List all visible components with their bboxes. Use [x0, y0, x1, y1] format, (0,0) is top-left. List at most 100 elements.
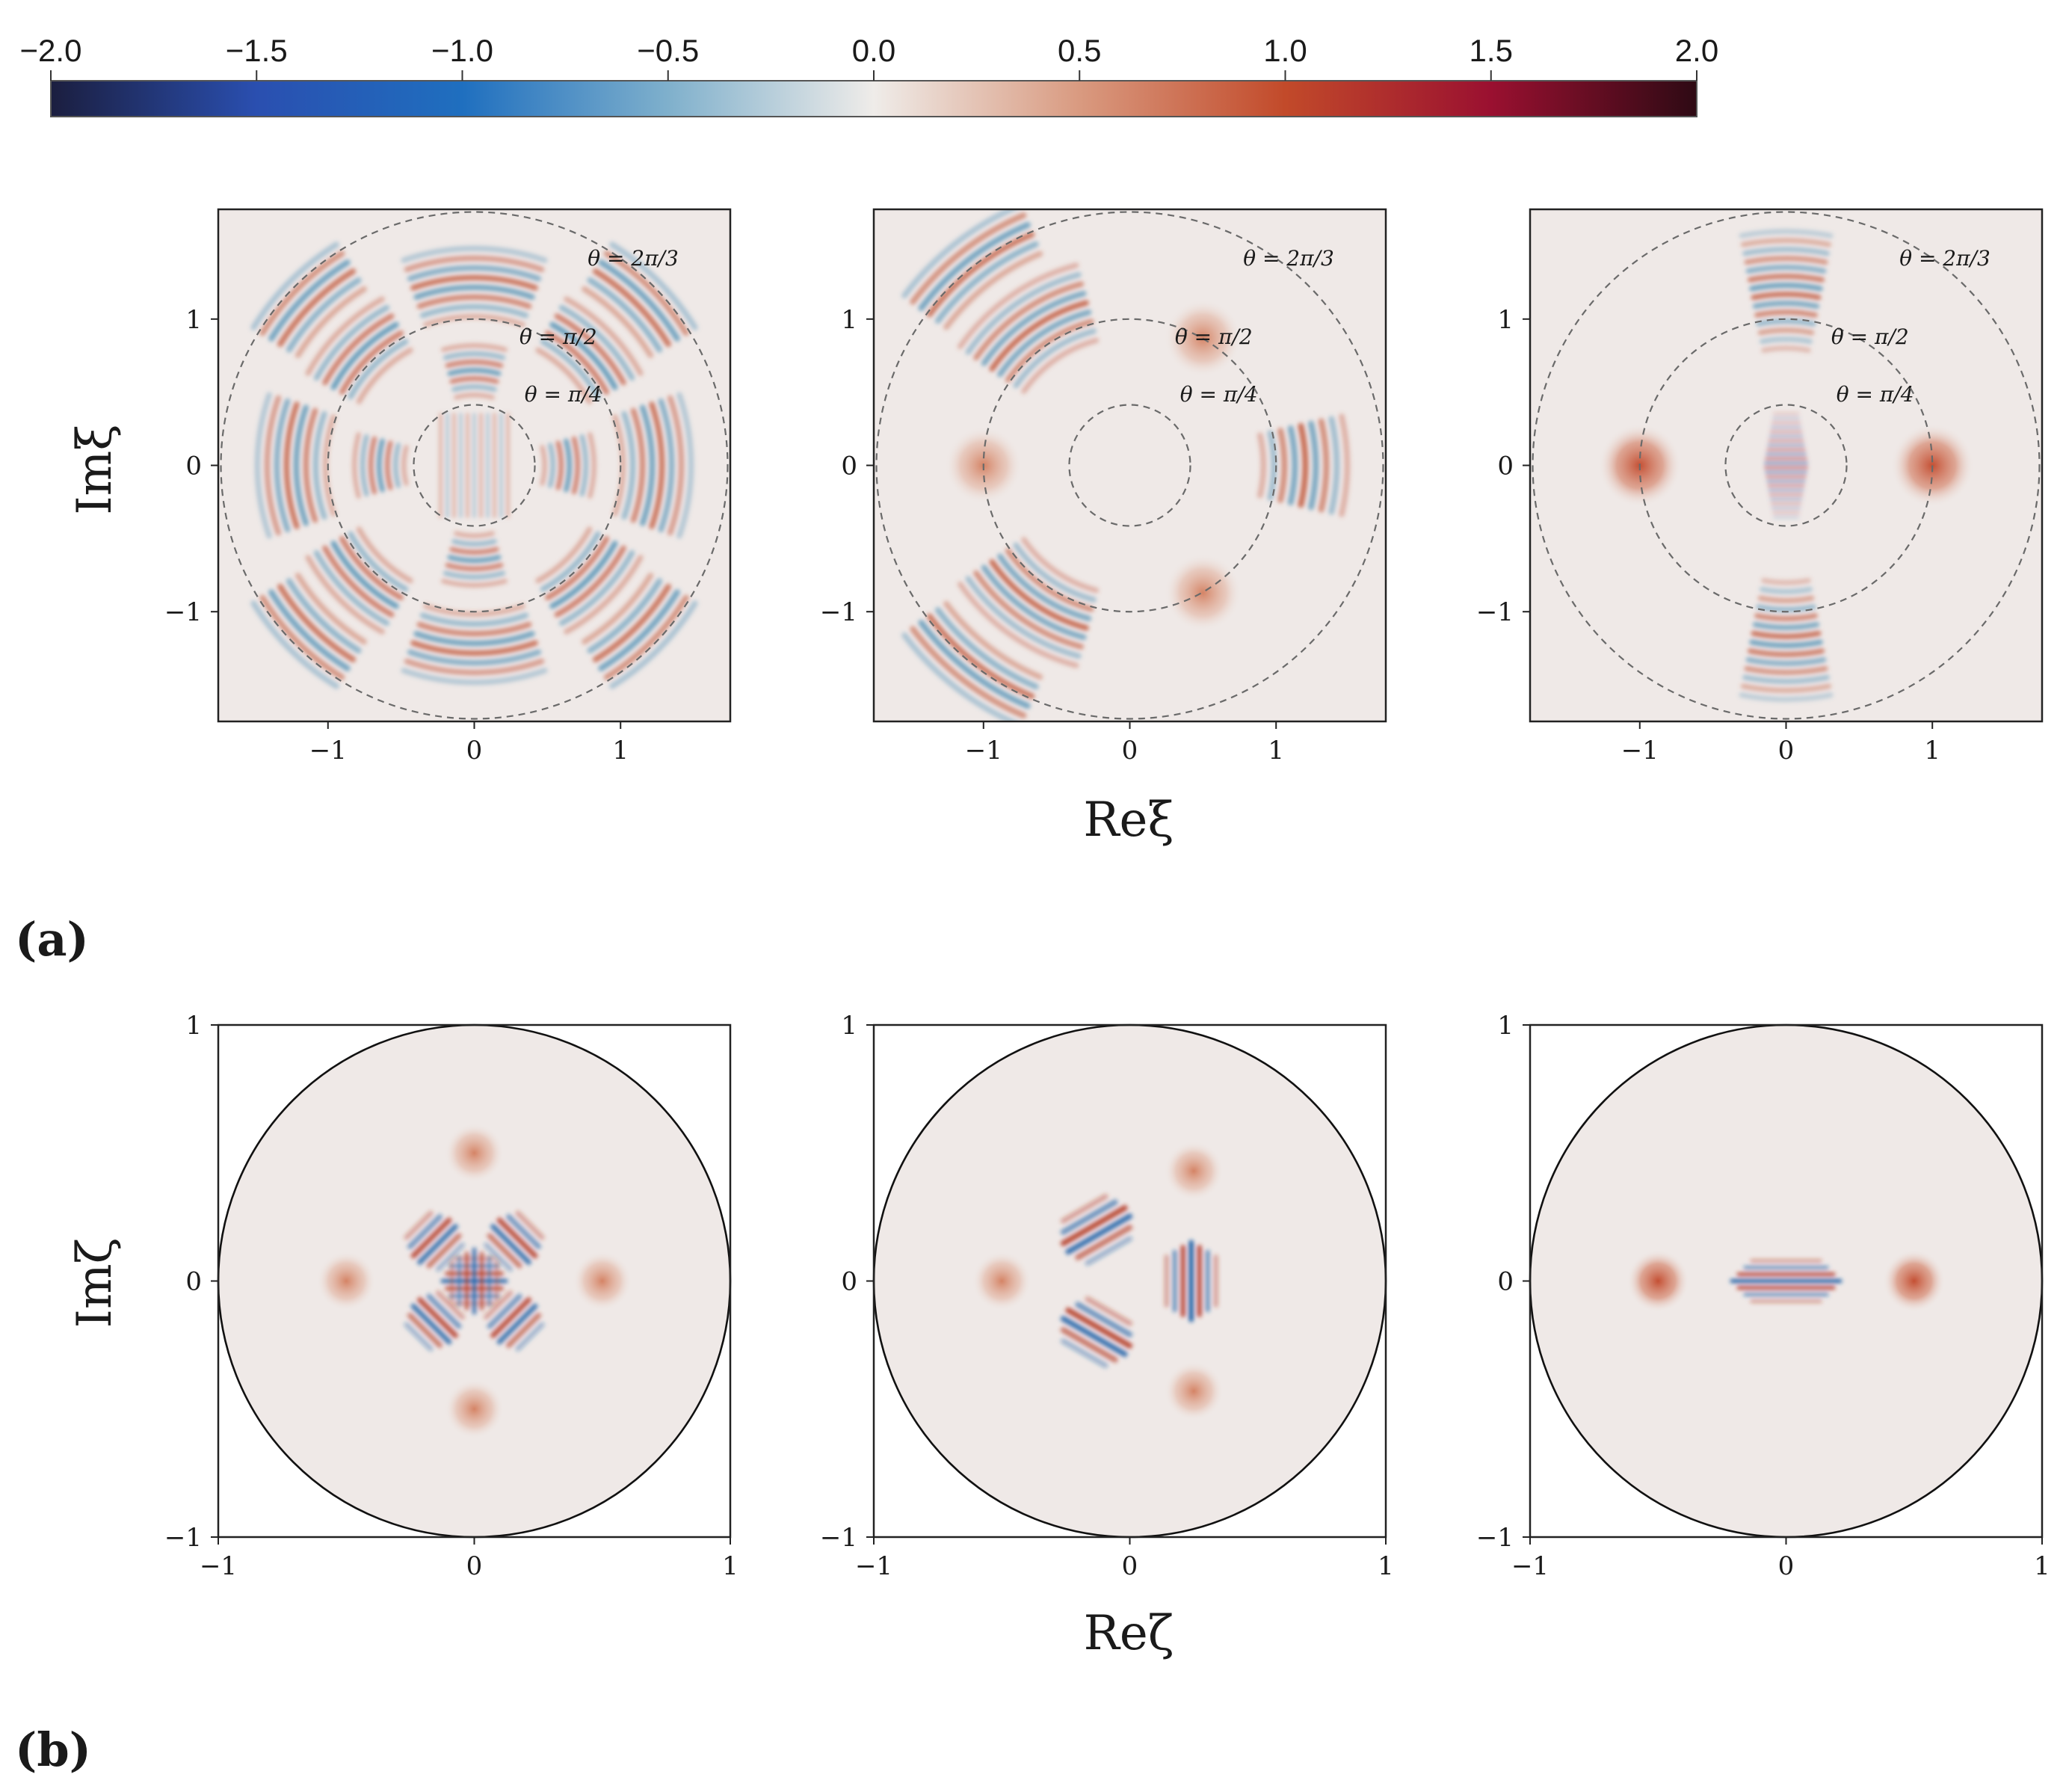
- y-tick-label: 0: [185, 1267, 202, 1297]
- fringe-stripe: [540, 531, 601, 592]
- ring-band: [254, 392, 336, 539]
- fringe-stripe: [1267, 430, 1277, 501]
- y-tick-label: −1: [820, 597, 857, 627]
- fringe-stripe: [609, 241, 698, 330]
- fringe-stripe: [404, 255, 545, 273]
- fringe-stripe: [1744, 665, 1828, 675]
- y-tick-label: −1: [164, 597, 202, 627]
- fringe-stripe: [1085, 1296, 1133, 1326]
- theta-contour: [1068, 404, 1191, 527]
- y-tick-label: 1: [185, 305, 202, 335]
- x-tick-label: 0: [466, 1551, 483, 1581]
- fringe-stripe: [404, 1322, 434, 1352]
- ring-band: [441, 531, 508, 588]
- fringe-stripe: [286, 578, 362, 654]
- fringe-stripe: [544, 330, 609, 395]
- fringe-stripe: [401, 668, 548, 686]
- fringe-stripe: [1766, 452, 1807, 456]
- y-tick-label: 0: [841, 1267, 857, 1297]
- fringe-stripe: [1770, 502, 1802, 505]
- panel-a-1: −1 0 1 1 0 −1 θ = π/4 θ = π/2 θ = 2π/3: [164, 208, 732, 766]
- theta-contour: [982, 318, 1277, 613]
- x-tick-label: −1: [965, 736, 1002, 766]
- fringe-stripe: [1739, 692, 1834, 702]
- fringe-stripe: [441, 579, 508, 588]
- y-tick-label: 1: [1497, 1011, 1514, 1041]
- fringe-stripe: [1075, 1302, 1133, 1337]
- gaussian-peak: [1164, 1141, 1224, 1201]
- x-tick-label: 1: [722, 1551, 738, 1581]
- fringe-stripe: [592, 268, 671, 348]
- fringe-stripe: [416, 294, 532, 310]
- fringe-stripe: [457, 1255, 462, 1307]
- row-b-xlabel: Reζ: [1084, 1606, 1174, 1661]
- fringe-stripe: [268, 589, 351, 671]
- fringe-stripe: [588, 432, 596, 499]
- panel-a-3: −1 0 1 1 0 −1 θ = π/4 θ = π/2 θ = 2π/3: [1476, 208, 2044, 766]
- fringe-stripe: [1740, 238, 1832, 247]
- fringe-stripe: [1754, 310, 1818, 318]
- ring-band: [535, 526, 644, 635]
- fringe-stripe: [404, 658, 545, 676]
- fringe-stripe: [1743, 1265, 1829, 1270]
- gaussian-peak: [1164, 1361, 1224, 1421]
- fringe-stripe: [554, 313, 626, 386]
- fringe-stripe: [926, 231, 1035, 318]
- fringe-stripe: [1749, 639, 1823, 648]
- y-tick-label: −1: [164, 1523, 202, 1553]
- fringe-stripe: [259, 594, 345, 680]
- fringe-stripe: [254, 392, 272, 539]
- row-b-panel-label: (b): [15, 1722, 91, 1777]
- fringe-stripe: [451, 539, 497, 546]
- fringe-stripe: [1768, 493, 1804, 496]
- fringe-stripe: [1750, 1299, 1822, 1304]
- gaussian-peak: [1882, 1249, 1946, 1313]
- fringe-stripe: [483, 1290, 514, 1320]
- ring-band: [582, 573, 698, 689]
- fringe-stripe: [410, 1303, 452, 1345]
- fringe-stripe: [989, 559, 1089, 631]
- fringe-stripe: [483, 1242, 514, 1272]
- ring-band: [901, 209, 1043, 330]
- fringe-stripe: [348, 531, 409, 592]
- fringe-stripe: [1188, 1240, 1194, 1323]
- x-tick-label: 0: [1778, 736, 1795, 766]
- theta-label: θ = 2π/3: [1899, 246, 1990, 271]
- fringe-stripe: [981, 564, 1087, 641]
- disk-interior: [874, 1025, 1386, 1537]
- fringe-stripe: [934, 607, 1039, 690]
- fringe-group: [483, 1290, 545, 1352]
- row-a-xlabel: Reξ: [1083, 792, 1174, 848]
- fringe-stripe: [965, 576, 1082, 659]
- fringe-stripe: [305, 555, 385, 635]
- fringe-stripe: [1761, 345, 1811, 353]
- fringe-stripe: [496, 1303, 538, 1345]
- fringe-stripe: [910, 626, 1027, 718]
- fringe-stripe: [322, 414, 336, 517]
- fringe-stripe: [558, 549, 635, 626]
- theta-label: θ = 2π/3: [588, 246, 679, 271]
- gaussian-peak: [1164, 553, 1242, 632]
- theta-contour: [1724, 404, 1848, 527]
- fringe-stripe: [1772, 416, 1800, 420]
- fringe-stripe: [1752, 622, 1820, 630]
- ring-band: [582, 241, 698, 358]
- fringe-stripe: [449, 1259, 454, 1303]
- fringe-stripe: [356, 526, 413, 584]
- fringe-stripe: [1767, 484, 1805, 487]
- colorbar-tick-label: 0.5: [1058, 33, 1101, 68]
- fringe-stripe: [1005, 318, 1094, 383]
- x-tick-label: 1: [1268, 736, 1284, 766]
- fringe-stripe: [1764, 461, 1808, 465]
- theta-label: θ = π/2: [1175, 324, 1253, 349]
- fringe-stripe: [1759, 586, 1813, 594]
- fringe-stripe: [407, 1313, 442, 1348]
- fringe-stripe: [555, 440, 564, 490]
- fringe-stripe: [447, 368, 502, 376]
- row-a-panel-label: (a): [15, 912, 89, 967]
- fringe-stripe: [934, 241, 1039, 324]
- fringe-stripe: [407, 649, 542, 666]
- fringe-stripe: [1766, 448, 1806, 452]
- fringe-stripe: [1013, 328, 1097, 389]
- fringe-stripe: [1756, 318, 1816, 327]
